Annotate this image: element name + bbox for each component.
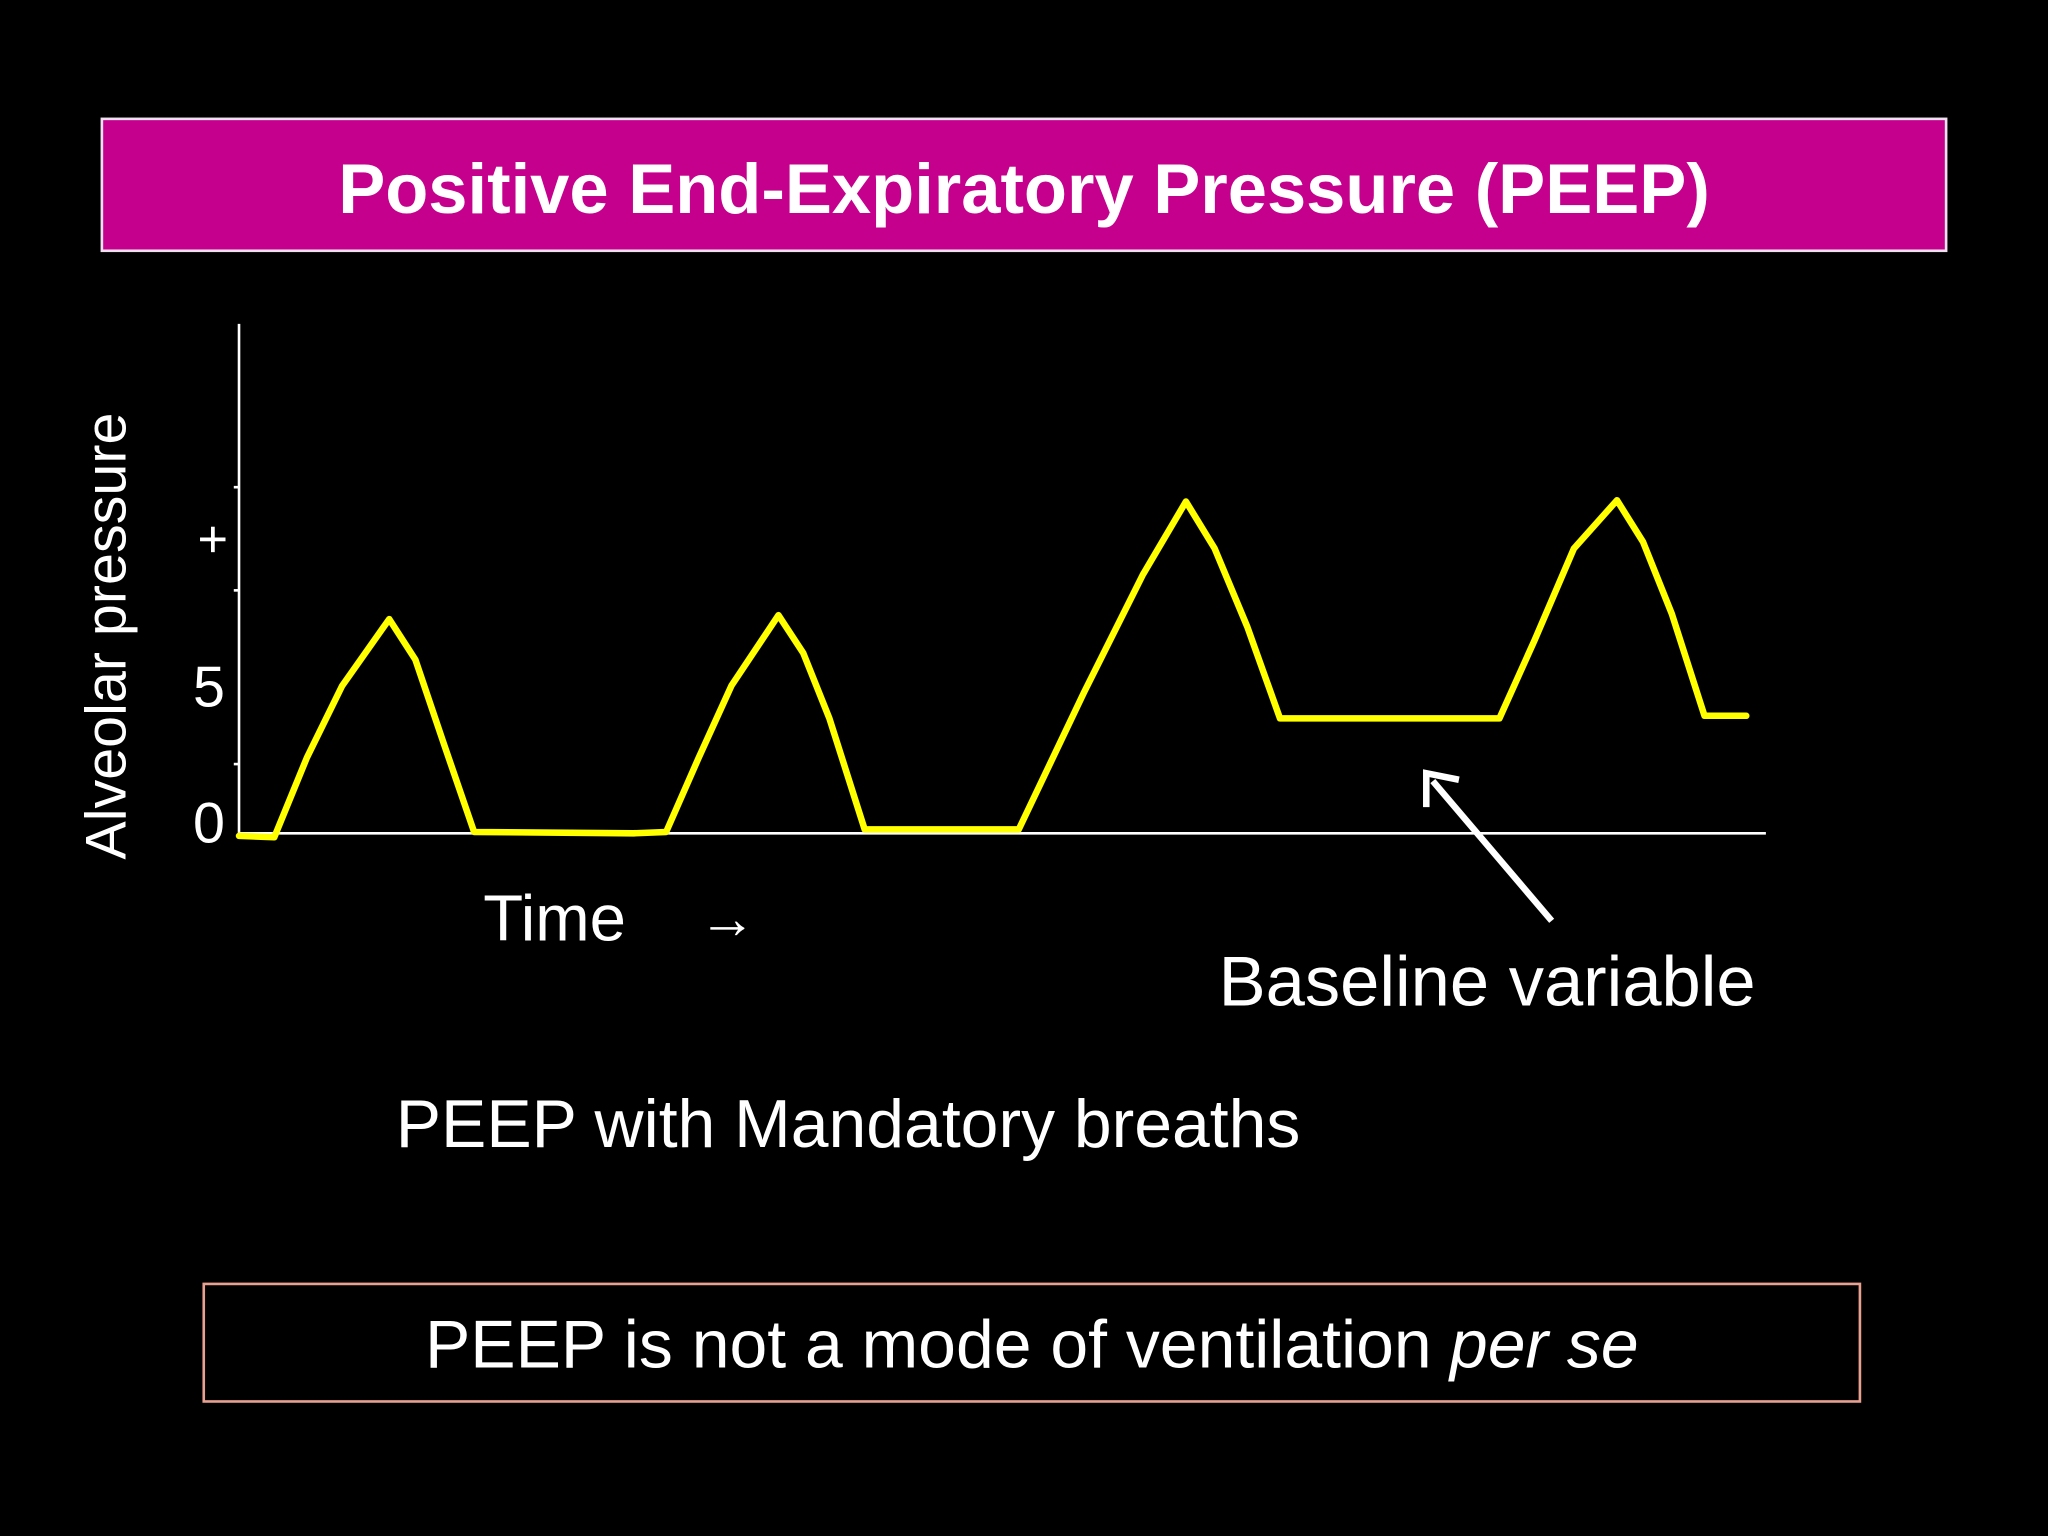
title-box [100, 117, 1948, 253]
annotation-arrow [1430, 778, 1555, 923]
note-text: PEEP is not a mode of ventilation [425, 1308, 1432, 1383]
y-axis-label: Alveolar pressure [74, 413, 138, 860]
y-label-plus: + [184, 524, 242, 555]
title: Positive End-Expiratory Pressure (PEEP) [338, 149, 1710, 228]
pressure-waveform [235, 496, 1750, 841]
y-label-five: 5 [193, 656, 225, 720]
annotation-arrowhead [1423, 769, 1460, 808]
note: PEEP is not a mode of ventilation per se [425, 1308, 1639, 1383]
note-italic: per se [1448, 1308, 1639, 1383]
x-axis-arrow: → [699, 887, 756, 951]
caption: PEEP with Mandatory breaths [396, 1087, 1301, 1162]
note-box [202, 1282, 1862, 1403]
annotation: Baseline variable [1219, 942, 1756, 1021]
x-axis-label: Time [483, 881, 626, 954]
y-label-zero: 0 [193, 791, 225, 855]
